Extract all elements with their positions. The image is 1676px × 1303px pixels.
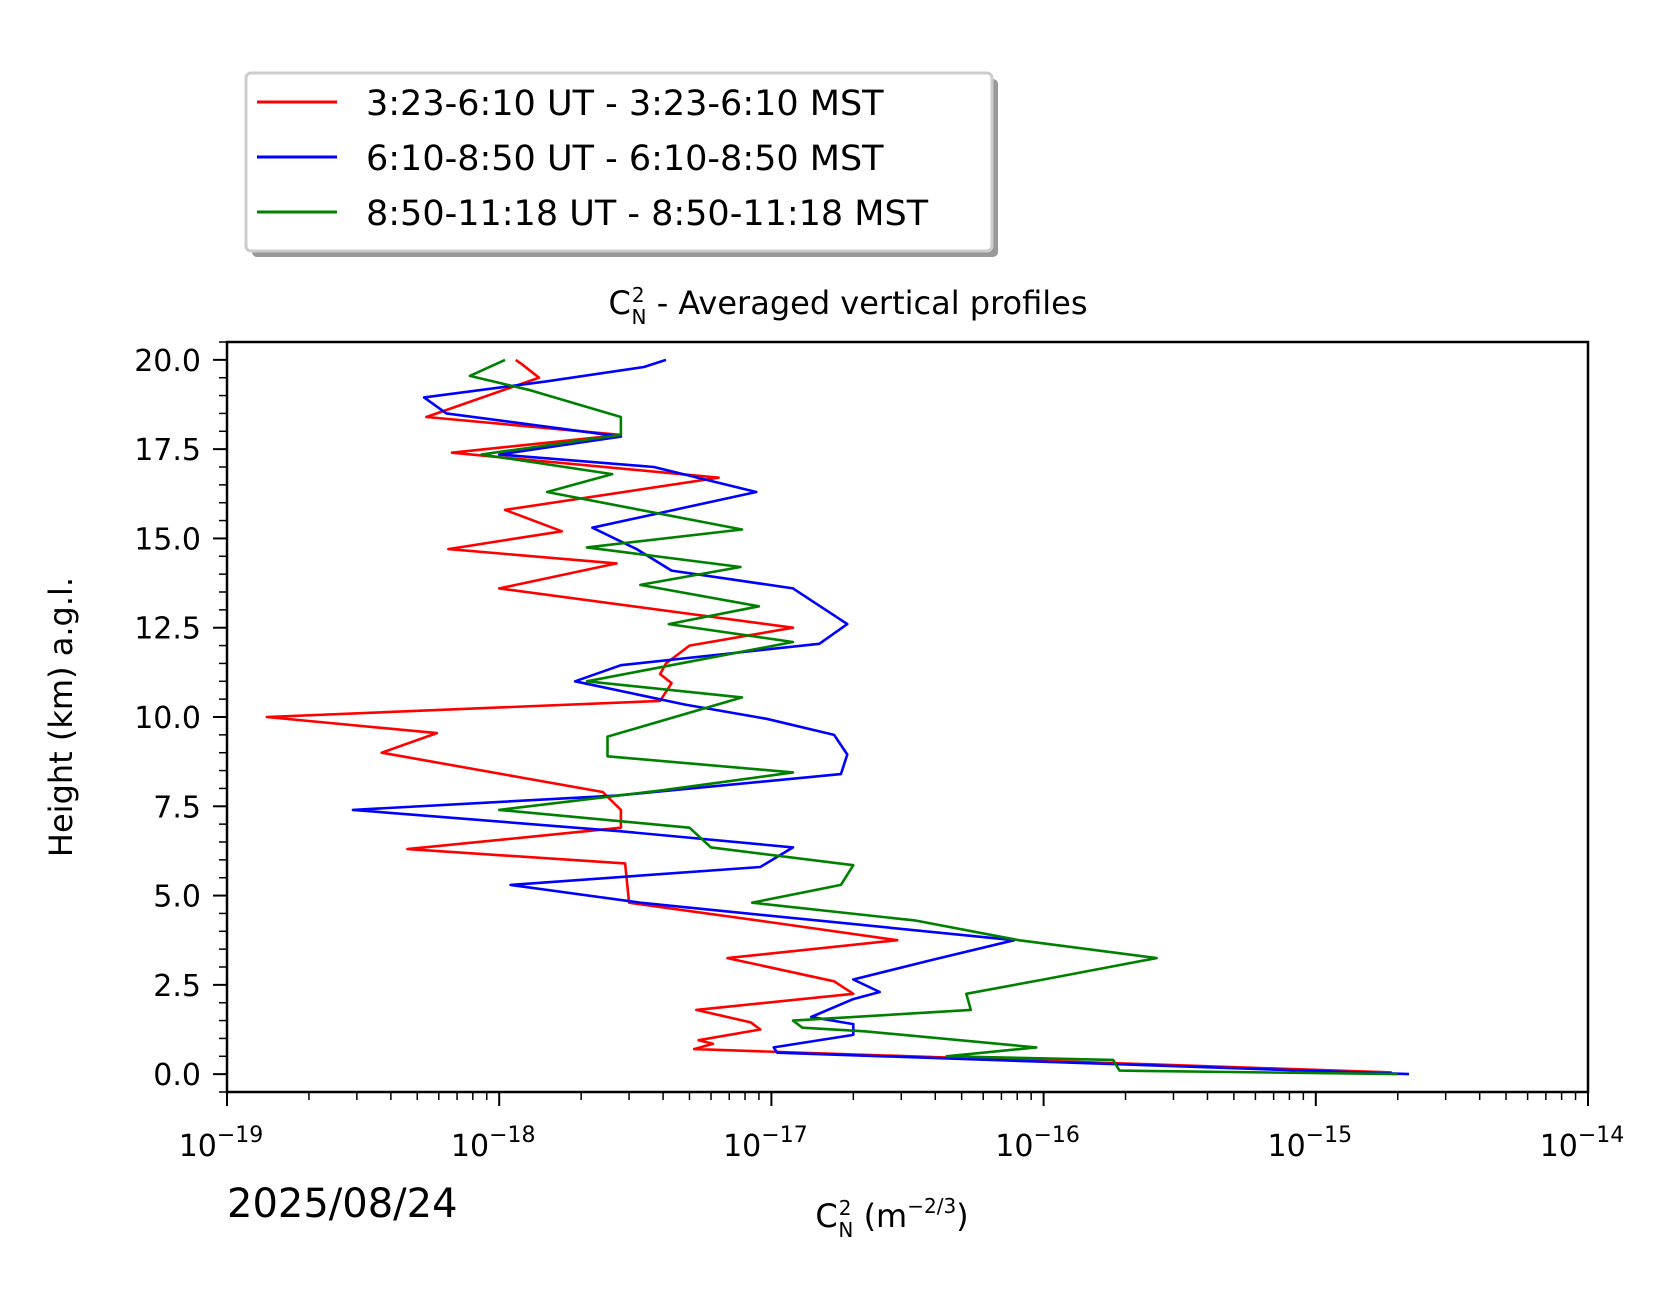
plot-frame: [225, 340, 1590, 1094]
legend: 3:23-6:10 UT - 3:23-6:10 MST 6:10-8:50 U…: [244, 71, 998, 257]
legend-label-series-1: 3:23-6:10 UT - 3:23-6:10 MST: [366, 84, 884, 124]
x-tick-label: 10−16: [995, 1123, 1080, 1164]
y-tick-label: 0.0: [153, 1058, 201, 1093]
y-axis-title: Height (km) a.g.l.: [42, 577, 80, 857]
y-tick-label: 10.0: [134, 701, 201, 736]
y-tick-label: 20.0: [134, 344, 201, 379]
x-tick-label: 10−17: [723, 1123, 808, 1164]
y-tick-label: 7.5: [153, 790, 201, 825]
series-line-1: [265, 358, 1392, 1074]
legend-label-series-3: 8:50-11:18 UT - 8:50-11:18 MST: [366, 194, 929, 234]
chart-title: C2 N - Averaged vertical profiles: [608, 283, 1087, 329]
legend-label-series-2: 6:10-8:50 UT - 6:10-8:50 MST: [366, 139, 884, 179]
x-tick-label: 10−14: [1540, 1123, 1625, 1164]
x-tick-label: 10−18: [451, 1123, 536, 1164]
y-tick-label: 2.5: [153, 969, 201, 1004]
date-label: 2025/08/24: [227, 1181, 458, 1227]
y-tick-label: 5.0: [153, 880, 201, 915]
x-axis-title: C2 N (m−2/3): [815, 1194, 968, 1242]
x-tick-label: 10−15: [1267, 1123, 1352, 1164]
series-lines: [265, 358, 1410, 1076]
y-tick-label: 17.5: [134, 433, 201, 468]
axis-ticks: 10−19 10−18 10−17 10−16 10−15 10−14 0.0 2.5 5.0 7…: [134, 341, 1625, 1164]
series-line-3: [468, 358, 1398, 1076]
legend-box: [244, 71, 994, 253]
series-line-2: [351, 358, 1410, 1076]
y-tick-label: 15.0: [134, 522, 201, 557]
x-tick-label: 10−19: [179, 1123, 264, 1164]
y-tick-label: 12.5: [134, 612, 201, 647]
